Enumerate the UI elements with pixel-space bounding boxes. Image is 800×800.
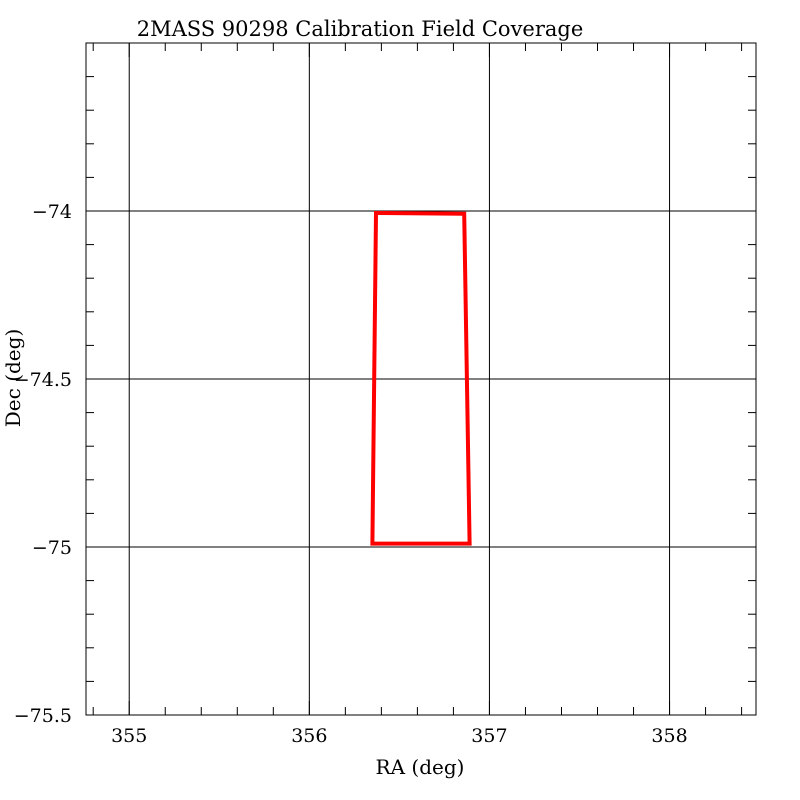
y-tick-label: −74.5 (14, 369, 72, 391)
coverage-vertex (468, 542, 472, 546)
grid-layer (86, 43, 756, 715)
series-layer (370, 210, 472, 546)
x-tick-label: 356 (291, 725, 327, 747)
x-tick-label: 358 (651, 725, 687, 747)
coverage-vertex (462, 212, 466, 216)
plot-frame (85, 42, 757, 716)
y-tick-label: −74 (32, 201, 72, 223)
x-axis-label: RA (deg) (376, 755, 465, 779)
tick-label-layer: 355 356 357 358 −74 −74.5 −75 −75.5 (14, 201, 688, 747)
y-tick-label: −75 (32, 537, 72, 559)
x-tick-label: 357 (471, 725, 507, 747)
y-axis-label: Dec (deg) (1, 329, 25, 427)
coverage-vertex (370, 542, 374, 546)
coverage-vertex (374, 211, 378, 215)
chart-title: 2MASS 90298 Calibration Field Coverage (137, 17, 584, 41)
y-tick-label: −75.5 (14, 705, 72, 727)
coverage-outline (370, 210, 472, 546)
x-tick-label: 355 (111, 725, 147, 747)
